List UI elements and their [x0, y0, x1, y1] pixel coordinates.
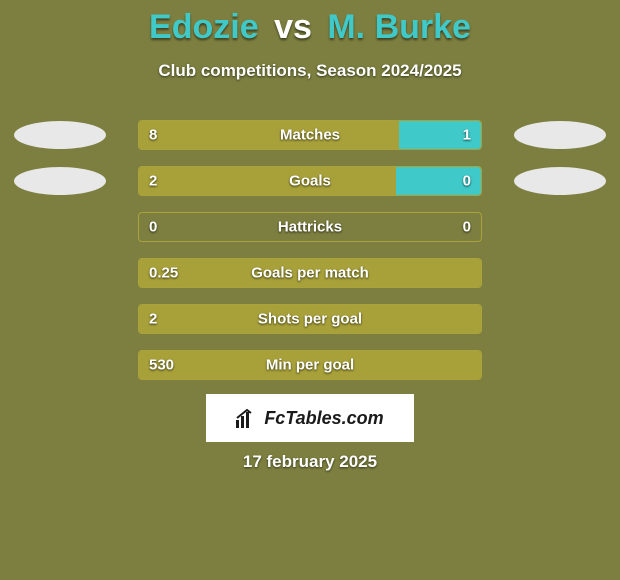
- comparison-title: Edozie vs M. Burke: [0, 0, 620, 47]
- stat-label: Hattricks: [139, 219, 481, 236]
- stat-row: 00Hattricks: [0, 212, 620, 242]
- player1-name: Edozie: [149, 8, 259, 46]
- player2-name: M. Burke: [327, 8, 471, 46]
- player2-badge: [514, 167, 606, 195]
- stat-row: 81Matches: [0, 120, 620, 150]
- player1-badge: [14, 167, 106, 195]
- stat-label: Matches: [139, 127, 481, 144]
- fctables-label: FcTables.com: [264, 408, 383, 429]
- stat-row: 20Goals: [0, 166, 620, 196]
- stat-row: 0.25Goals per match: [0, 258, 620, 288]
- stat-label: Goals: [139, 173, 481, 190]
- fctables-footer-link[interactable]: FcTables.com: [206, 394, 414, 442]
- player1-badge: [14, 121, 106, 149]
- footer-date: 17 february 2025: [0, 452, 620, 472]
- stat-label: Min per goal: [139, 357, 481, 374]
- stat-rows: 81Matches 20Goals 00Hattricks 0.25Goals per…: [0, 120, 620, 396]
- subtitle: Club competitions, Season 2024/2025: [0, 61, 620, 81]
- stat-bar: 81Matches: [138, 120, 482, 150]
- stat-row: 2Shots per goal: [0, 304, 620, 334]
- stat-bar: 00Hattricks: [138, 212, 482, 242]
- stat-bar: 2Shots per goal: [138, 304, 482, 334]
- stat-bar: 530Min per goal: [138, 350, 482, 380]
- stat-bar: 20Goals: [138, 166, 482, 196]
- stat-label: Goals per match: [139, 265, 481, 282]
- stat-bar: 0.25Goals per match: [138, 258, 482, 288]
- chart-icon: [236, 408, 258, 428]
- player2-badge: [514, 121, 606, 149]
- stat-label: Shots per goal: [139, 311, 481, 328]
- stat-row: 530Min per goal: [0, 350, 620, 380]
- versus-label: vs: [274, 8, 312, 46]
